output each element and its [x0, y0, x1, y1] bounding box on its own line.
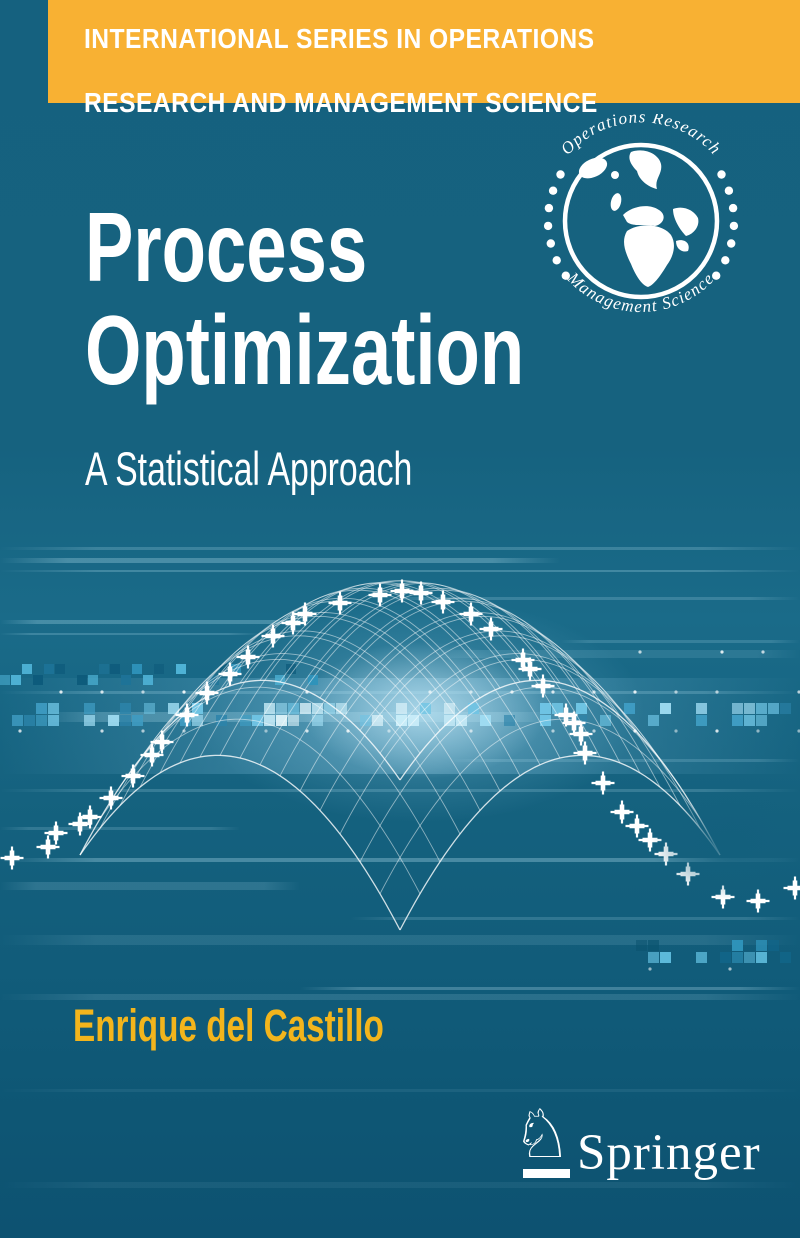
- light-streak: [0, 826, 240, 830]
- series-banner: INTERNATIONAL SERIES IN OPERATIONS RESEA…: [48, 0, 800, 118]
- light-streak: [0, 935, 800, 945]
- logo-dot-ring: [543, 170, 739, 280]
- light-streak: [0, 546, 800, 550]
- orms-globe-logo: Operations Research Management Science: [543, 114, 739, 316]
- cross-marker: [479, 617, 503, 641]
- light-streak: [0, 1182, 800, 1188]
- pixel-checker-bands: [0, 664, 791, 963]
- springer-knight-icon: ♘: [512, 1095, 573, 1173]
- light-streak: [0, 788, 800, 792]
- light-streak: [0, 620, 310, 624]
- springer-knight-bar: [523, 1169, 570, 1178]
- light-streak: [0, 858, 800, 862]
- light-streak: [0, 557, 560, 563]
- light-streak: [450, 758, 800, 762]
- series-title-line2: RESEARCH AND MANAGEMENT SCIENCE: [84, 87, 598, 118]
- cross-marker: [0, 846, 24, 870]
- book-subtitle: A Statistical Approach: [85, 442, 413, 495]
- light-streak: [560, 639, 800, 643]
- cross-marker: [328, 591, 352, 615]
- light-streak: [0, 994, 800, 1000]
- book-title: Process Optimization: [85, 192, 525, 405]
- light-streak: [380, 596, 800, 600]
- light-streak: [0, 882, 300, 890]
- cross-marker: [431, 590, 455, 614]
- light-streak: [0, 633, 260, 635]
- springer-wordmark: Springer: [577, 1125, 761, 1181]
- light-streak: [40, 712, 560, 722]
- cross-marker: [591, 771, 615, 795]
- light-streak: [0, 1088, 800, 1092]
- cross-marker: [261, 624, 285, 648]
- light-streak: [350, 916, 800, 920]
- mesh-fade: [620, 770, 800, 920]
- author-name: Enrique del Castillo: [73, 1000, 384, 1051]
- series-title: INTERNATIONAL SERIES IN OPERATIONS RESEA…: [84, 23, 598, 119]
- light-streak: [430, 650, 800, 658]
- light-streak: [300, 986, 800, 990]
- globe-icon: [562, 142, 720, 300]
- light-streak: [0, 690, 800, 694]
- cross-marker: [531, 674, 555, 698]
- light-streak: [0, 570, 800, 572]
- series-title-line1: INTERNATIONAL SERIES IN OPERATIONS: [84, 23, 595, 54]
